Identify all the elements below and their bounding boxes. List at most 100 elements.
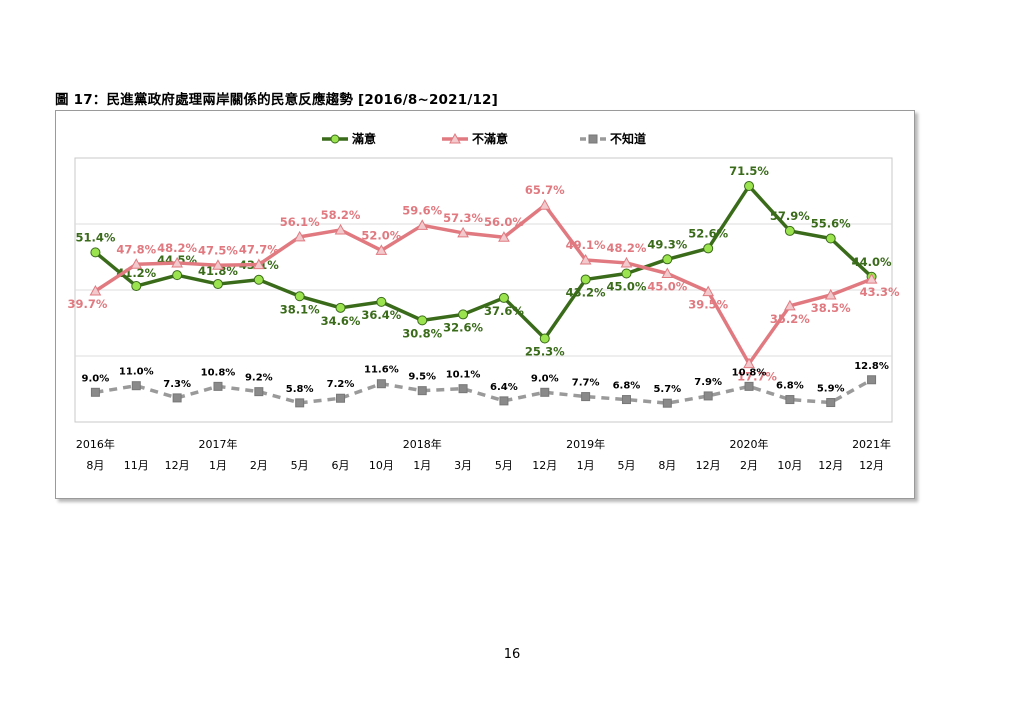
x-year-label: 2017年 [198, 437, 237, 451]
data-point [826, 398, 836, 408]
data-point [498, 292, 509, 303]
x-tick-label: 8月 [658, 459, 676, 472]
x-year-label: 2020年 [730, 437, 769, 451]
data-label: 7.7% [572, 378, 600, 389]
x-tick-label: 12月 [818, 459, 843, 472]
data-point [172, 393, 182, 403]
data-label: 11.6% [364, 365, 399, 376]
data-label: 35.2% [770, 312, 810, 326]
x-tick-label: 12月 [165, 459, 190, 472]
data-label: 57.3% [443, 211, 483, 225]
data-point [785, 395, 795, 405]
data-label: 38.1% [280, 302, 320, 316]
data-point [662, 254, 673, 265]
data-label: 56.0% [484, 215, 524, 229]
data-label: 41.8% [198, 264, 238, 278]
data-point [89, 284, 102, 296]
data-point [376, 296, 387, 307]
data-label: 12.8% [854, 361, 889, 372]
data-point [621, 395, 631, 405]
data-label: 25.3% [525, 345, 565, 359]
data-label: 9.0% [82, 373, 110, 384]
data-label: 65.7% [525, 183, 565, 197]
legend-marker [588, 134, 598, 144]
x-tick-label: 6月 [332, 459, 350, 472]
data-label: 7.3% [163, 379, 191, 390]
series-line [95, 378, 873, 405]
data-label: 59.6% [402, 203, 442, 217]
data-point [416, 219, 429, 230]
data-point [90, 247, 101, 258]
data-label: 49.3% [647, 237, 687, 251]
data-point [458, 309, 469, 320]
data-label: 57.9% [770, 209, 810, 223]
data-label: 10.8% [201, 367, 236, 378]
data-label: 45.0% [607, 280, 647, 294]
data-label: 17.7% [737, 370, 777, 384]
data-point [254, 387, 264, 397]
data-label: 7.2% [327, 379, 355, 390]
data-point [498, 231, 510, 242]
data-point [130, 258, 143, 269]
data-point [784, 225, 795, 236]
data-point [212, 259, 224, 270]
data-point [131, 281, 142, 292]
data-point [171, 256, 183, 268]
data-point [293, 230, 306, 242]
x-tick-label: 2月 [250, 459, 268, 472]
data-label: 45.0% [647, 280, 687, 294]
data-label: 39.5% [688, 298, 728, 312]
data-label: 48.2% [607, 241, 647, 255]
x-tick-label: 10月 [369, 459, 394, 472]
data-label: 44.0% [852, 255, 892, 269]
data-label: 52.6% [688, 226, 728, 240]
data-point [376, 379, 386, 389]
data-point [131, 381, 141, 391]
x-tick-label: 8月 [86, 459, 104, 472]
data-label: 5.7% [653, 384, 681, 395]
data-label: 30.8% [402, 326, 442, 340]
legend-marker [449, 132, 461, 144]
data-point [213, 381, 223, 391]
data-point [662, 398, 672, 408]
x-year-label: 2019年 [566, 437, 605, 451]
data-label: 51.4% [75, 230, 115, 244]
series-line [94, 203, 873, 366]
data-label: 34.6% [321, 314, 361, 328]
data-label: 47.8% [116, 242, 156, 256]
data-point [538, 199, 551, 210]
x-tick-label: 10月 [777, 459, 802, 472]
data-label: 6.8% [613, 381, 641, 392]
data-label: 36.4% [361, 308, 401, 322]
data-point [417, 315, 428, 326]
data-label: 56.1% [280, 215, 320, 229]
data-point [825, 233, 836, 244]
x-tick-label: 1月 [209, 459, 227, 472]
legend-marker [330, 134, 340, 144]
data-point [294, 291, 305, 302]
legend-label: 滿意 [352, 131, 376, 146]
x-tick-label: 1月 [577, 459, 595, 472]
data-point [295, 398, 305, 408]
data-point [703, 243, 714, 254]
x-tick-label: 12月 [532, 459, 557, 472]
x-tick-label: 5月 [495, 459, 513, 472]
page-number: 16 [503, 647, 521, 662]
data-label: 49.1% [566, 238, 606, 252]
data-label: 43.2% [566, 285, 606, 299]
data-point [375, 244, 388, 255]
data-point [824, 288, 837, 300]
x-year-label: 2018年 [403, 437, 442, 451]
data-point [579, 253, 592, 265]
data-label: 52.0% [361, 228, 401, 242]
data-point [457, 226, 469, 238]
data-point [867, 375, 877, 385]
data-label: 11.0% [119, 367, 154, 378]
data-label: 43.3% [860, 285, 900, 299]
data-label: 47.7% [239, 243, 279, 257]
data-point [703, 391, 713, 401]
data-point [90, 387, 100, 397]
data-label: 10.8% [732, 367, 767, 378]
data-label: 71.5% [729, 164, 769, 178]
x-tick-label: 1月 [413, 459, 431, 472]
